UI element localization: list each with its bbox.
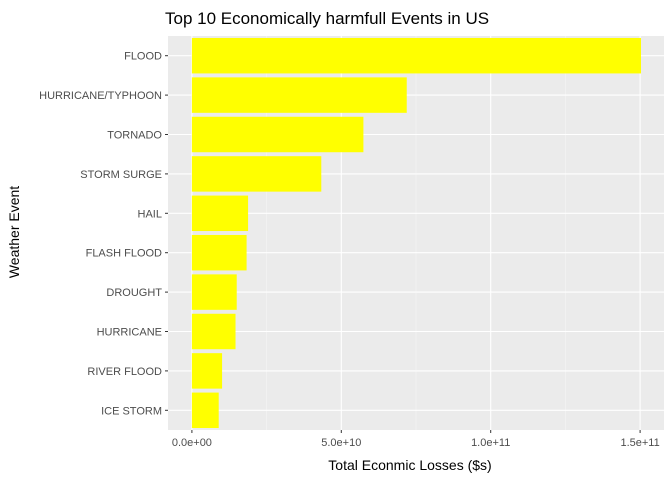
bar-storm-surge [191, 156, 322, 192]
x-tick-label: 1.0e+11 [471, 437, 510, 449]
bars [191, 37, 641, 429]
y-tick-label: HAIL [138, 208, 162, 220]
y-axis: FLOOD HURRICANE/TYPHOON TORNADO STORM SURGE… [39, 51, 168, 417]
y-tick-label: STORM SURGE [80, 169, 162, 181]
chart-title: Top 10 Economically harmfull Events in U… [165, 9, 489, 28]
bar-flash-flood [191, 234, 247, 271]
x-axis-title: Total Econmic Losses ($s) [328, 457, 491, 473]
y-axis-title: Weather Event [6, 186, 22, 278]
bar-hail [191, 195, 249, 232]
bar-drought [191, 274, 237, 310]
y-tick-label: TORNADO [107, 130, 162, 142]
y-tick-label: HURRICANE/TYPHOON [39, 90, 162, 102]
bar-river-flood [191, 353, 223, 389]
y-tick-label: FLASH FLOOD [86, 248, 162, 260]
x-tick-label: 5.0e+10 [321, 437, 361, 449]
y-tick-label: FLOOD [124, 51, 162, 63]
x-tick-label: 0.0e+00 [172, 437, 212, 449]
x-tick-label: 1.5e+11 [620, 437, 659, 449]
y-tick-label: DROUGHT [106, 287, 162, 299]
bar-hurricane-typhoon [191, 77, 407, 113]
x-axis: 0.0e+00 5.0e+10 1.0e+11 1.5e+11 [172, 430, 660, 449]
y-tick-label: HURRICANE [97, 327, 162, 339]
y-tick-label: RIVER FLOOD [87, 366, 162, 378]
bar-hurricane [191, 313, 236, 350]
y-tick-label: ICE STORM [101, 405, 162, 417]
bar-tornado [191, 116, 364, 153]
bar-ice-storm [191, 392, 219, 429]
bar-flood [191, 37, 641, 74]
